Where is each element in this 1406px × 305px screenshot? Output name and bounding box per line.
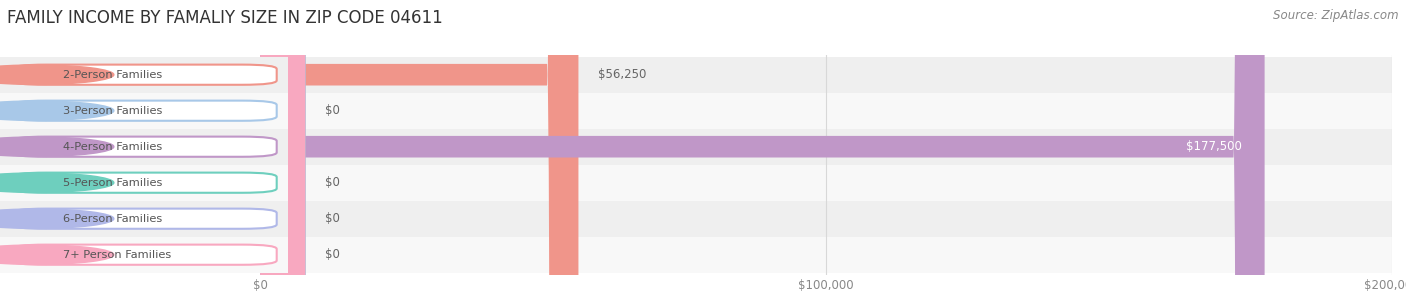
- FancyBboxPatch shape: [11, 65, 277, 85]
- Text: 3-Person Families: 3-Person Families: [63, 106, 163, 116]
- FancyBboxPatch shape: [0, 237, 288, 273]
- Circle shape: [0, 209, 114, 228]
- FancyBboxPatch shape: [0, 93, 288, 129]
- FancyBboxPatch shape: [260, 165, 1392, 201]
- Circle shape: [0, 65, 114, 84]
- FancyBboxPatch shape: [260, 0, 305, 305]
- FancyBboxPatch shape: [260, 0, 305, 305]
- Text: Source: ZipAtlas.com: Source: ZipAtlas.com: [1274, 9, 1399, 22]
- Text: $56,250: $56,250: [598, 68, 647, 81]
- FancyBboxPatch shape: [260, 57, 1392, 93]
- Text: $177,500: $177,500: [1187, 140, 1241, 153]
- FancyBboxPatch shape: [0, 165, 288, 201]
- Text: FAMILY INCOME BY FAMALIY SIZE IN ZIP CODE 04611: FAMILY INCOME BY FAMALIY SIZE IN ZIP COD…: [7, 9, 443, 27]
- FancyBboxPatch shape: [0, 201, 288, 237]
- FancyBboxPatch shape: [260, 0, 1264, 305]
- Circle shape: [0, 173, 114, 192]
- Circle shape: [0, 137, 114, 156]
- Text: 2-Person Families: 2-Person Families: [63, 70, 163, 80]
- FancyBboxPatch shape: [260, 0, 578, 305]
- FancyBboxPatch shape: [11, 101, 277, 121]
- FancyBboxPatch shape: [260, 201, 1392, 237]
- Text: 4-Person Families: 4-Person Families: [63, 142, 163, 152]
- FancyBboxPatch shape: [260, 237, 1392, 273]
- FancyBboxPatch shape: [11, 245, 277, 265]
- Circle shape: [0, 101, 114, 120]
- FancyBboxPatch shape: [11, 173, 277, 193]
- FancyBboxPatch shape: [260, 129, 1392, 165]
- FancyBboxPatch shape: [260, 93, 1392, 129]
- Text: $0: $0: [325, 248, 340, 261]
- Text: 7+ Person Families: 7+ Person Families: [63, 250, 172, 260]
- Text: $0: $0: [325, 176, 340, 189]
- FancyBboxPatch shape: [0, 129, 288, 165]
- FancyBboxPatch shape: [260, 0, 305, 305]
- Circle shape: [0, 245, 114, 264]
- Text: $0: $0: [325, 212, 340, 225]
- FancyBboxPatch shape: [0, 57, 288, 93]
- FancyBboxPatch shape: [11, 209, 277, 229]
- FancyBboxPatch shape: [260, 0, 305, 305]
- Text: 5-Person Families: 5-Person Families: [63, 178, 163, 188]
- Text: $0: $0: [325, 104, 340, 117]
- FancyBboxPatch shape: [11, 137, 277, 157]
- Text: 6-Person Families: 6-Person Families: [63, 214, 163, 224]
